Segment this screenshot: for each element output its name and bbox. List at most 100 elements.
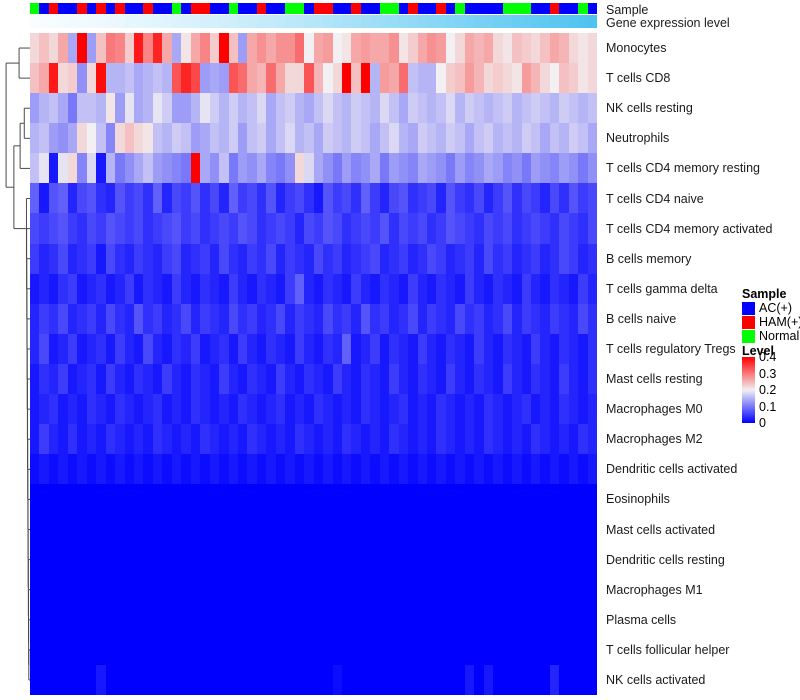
heatmap-cell bbox=[228, 664, 238, 695]
heatmap-cell bbox=[200, 634, 210, 665]
heatmap-cell bbox=[228, 63, 238, 94]
heatmap-cell bbox=[578, 303, 588, 334]
heatmap-cell bbox=[332, 303, 342, 334]
heatmap-cell bbox=[237, 664, 248, 695]
sample-legend-item[interactable]: Normal bbox=[742, 330, 799, 343]
heatmap-cell bbox=[578, 664, 588, 695]
heatmap-cell bbox=[275, 363, 286, 394]
heatmap-row bbox=[30, 333, 598, 364]
heatmap-cell bbox=[256, 33, 267, 64]
sample-annotation-cell bbox=[512, 3, 522, 14]
heatmap-cell bbox=[77, 574, 87, 605]
heatmap-cell bbox=[389, 604, 399, 635]
heatmap-cell bbox=[200, 183, 210, 214]
heatmap-cell bbox=[351, 93, 361, 124]
heatmap-cell bbox=[152, 363, 163, 394]
heatmap-cell bbox=[133, 574, 144, 605]
heatmap-cell bbox=[105, 93, 116, 124]
heatmap-cell bbox=[436, 273, 446, 304]
heatmap-cell bbox=[266, 63, 276, 94]
heatmap-cell bbox=[436, 33, 446, 64]
heatmap-cell bbox=[247, 33, 257, 64]
heatmap-cell bbox=[86, 604, 97, 635]
heatmap-cell bbox=[200, 213, 210, 244]
heatmap-cell bbox=[228, 243, 238, 274]
heatmap-cell bbox=[389, 363, 399, 394]
heatmap-cell bbox=[96, 604, 106, 635]
gene-expression-annotation-cell bbox=[190, 15, 201, 28]
heatmap-cell bbox=[105, 544, 116, 575]
heatmap-cell bbox=[247, 604, 257, 635]
heatmap-cell bbox=[512, 93, 522, 124]
heatmap-cell bbox=[408, 454, 418, 485]
sample-annotation-cell bbox=[294, 3, 305, 14]
heatmap-cell bbox=[48, 273, 59, 304]
heatmap-cell bbox=[474, 153, 484, 184]
gene-expression-annotation-cell bbox=[408, 15, 418, 28]
heatmap-cell bbox=[351, 664, 361, 695]
heatmap-cell bbox=[540, 273, 550, 304]
heatmap-cell bbox=[152, 93, 163, 124]
heatmap-cell bbox=[285, 363, 295, 394]
legend-swatch bbox=[742, 330, 755, 343]
heatmap-cell bbox=[323, 604, 333, 635]
heatmap-cell bbox=[96, 514, 106, 545]
heatmap-cell bbox=[171, 33, 182, 64]
heatmap-cell bbox=[408, 33, 418, 64]
heatmap-cell bbox=[228, 303, 238, 334]
heatmap-cell bbox=[30, 273, 40, 304]
heatmap-cell bbox=[323, 183, 333, 214]
heatmap-cell bbox=[247, 574, 257, 605]
heatmap-cell bbox=[313, 93, 324, 124]
heatmap-cell bbox=[464, 514, 475, 545]
heatmap-cell bbox=[143, 33, 153, 64]
heatmap-cell bbox=[521, 574, 532, 605]
heatmap-cell bbox=[105, 574, 116, 605]
gene-expression-annotation-cell bbox=[124, 15, 134, 28]
heatmap-cell bbox=[304, 484, 314, 515]
heatmap-cell bbox=[521, 393, 532, 425]
heatmap-cell bbox=[445, 93, 456, 124]
heatmap-cell bbox=[455, 273, 465, 304]
heatmap-cell bbox=[540, 424, 550, 455]
heatmap-cell bbox=[417, 183, 428, 214]
heatmap-cell bbox=[30, 634, 40, 665]
heatmap-cell bbox=[417, 303, 428, 334]
heatmap-cell bbox=[285, 183, 295, 214]
gene-expression-annotation-cell bbox=[133, 15, 144, 28]
heatmap-cell bbox=[549, 33, 560, 64]
heatmap-cell bbox=[578, 213, 588, 244]
heatmap-cell bbox=[115, 273, 125, 304]
heatmap-cell bbox=[370, 454, 380, 485]
heatmap-cell bbox=[256, 514, 267, 545]
heatmap-cell bbox=[30, 93, 40, 124]
heatmap-cell bbox=[578, 273, 588, 304]
heatmap-cell bbox=[86, 243, 97, 274]
heatmap-cell bbox=[39, 153, 49, 184]
heatmap-cell bbox=[181, 153, 191, 184]
heatmap-cell bbox=[162, 183, 172, 214]
sample-annotation-cell bbox=[568, 3, 579, 14]
heatmap-cell bbox=[275, 93, 286, 124]
heatmap-cell bbox=[228, 363, 238, 394]
heatmap-cell bbox=[200, 153, 210, 184]
heatmap-cell bbox=[181, 303, 191, 334]
heatmap-cell bbox=[219, 333, 229, 364]
heatmap-cell bbox=[96, 213, 106, 244]
heatmap-cell bbox=[502, 273, 513, 304]
heatmap-cell bbox=[48, 63, 59, 94]
sample-legend-item[interactable]: HAM(+) bbox=[742, 316, 800, 329]
heatmap-cell bbox=[559, 243, 569, 274]
heatmap-cell bbox=[181, 333, 191, 364]
sample-annotation-cell bbox=[96, 3, 106, 14]
heatmap-cell bbox=[209, 634, 220, 665]
heatmap-cell bbox=[360, 183, 371, 214]
heatmap-cell bbox=[578, 183, 588, 214]
gene-expression-annotation-cell bbox=[266, 15, 276, 28]
sample-legend-item[interactable]: AC(+) bbox=[742, 302, 792, 315]
heatmap-cell bbox=[219, 93, 229, 124]
heatmap-cell bbox=[237, 574, 248, 605]
heatmap-cell bbox=[398, 393, 409, 425]
heatmap-cell bbox=[549, 63, 560, 94]
heatmap-cell bbox=[237, 273, 248, 304]
